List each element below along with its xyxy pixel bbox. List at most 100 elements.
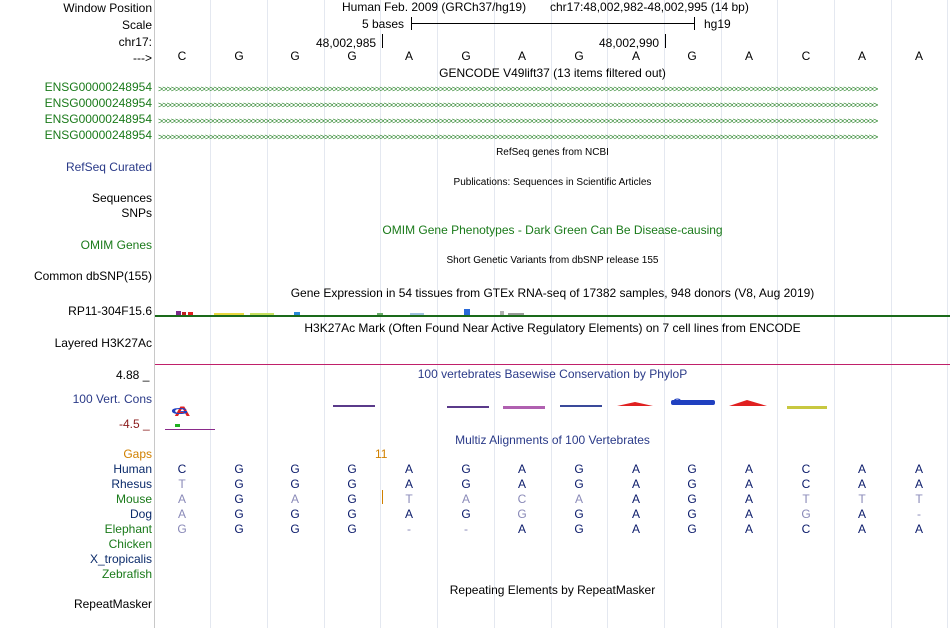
sequences-label[interactable]: Sequences — [91, 191, 152, 205]
gtex-bar[interactable] — [182, 312, 186, 315]
snps-label[interactable]: SNPs — [121, 206, 152, 220]
gencode-gene-label[interactable]: ENSG00000248954 — [44, 128, 152, 142]
alignment-base: G — [687, 462, 697, 476]
logo-letter: A — [174, 403, 190, 419]
base-letter: G — [687, 49, 697, 63]
gencode-gene-label[interactable]: ENSG00000248954 — [44, 96, 152, 110]
species-label[interactable]: Mouse — [115, 492, 152, 506]
h3k27ac-signal[interactable] — [155, 364, 950, 365]
gtex-bar[interactable] — [464, 309, 470, 315]
gtex-bar[interactable] — [508, 313, 524, 315]
gencode-gene-feature[interactable]: >>>>>>>>>>>>>>>>>>>>>>>>>>>>>>>>>>>>>>>>… — [158, 101, 878, 109]
species-label[interactable]: X_tropicalis — [89, 552, 152, 566]
phylop-bar — [560, 405, 602, 407]
alignment-base: T — [802, 492, 810, 506]
gtex-bar[interactable] — [294, 312, 300, 315]
gencode-title[interactable]: GENCODE V49lift37 (13 items filtered out… — [439, 66, 666, 80]
multiz-title[interactable]: Multiz Alignments of 100 Vertebrates — [455, 433, 650, 447]
gencode-gene-feature[interactable]: >>>>>>>>>>>>>>>>>>>>>>>>>>>>>>>>>>>>>>>>… — [158, 85, 878, 93]
phylop-neg-bar — [165, 429, 215, 430]
species-label[interactable]: Rhesus — [111, 477, 152, 491]
repeatmasker-label[interactable]: RepeatMasker — [73, 597, 152, 611]
gtex-title[interactable]: Gene Expression in 54 tissues from GTEx … — [290, 286, 815, 300]
base-letter: G — [234, 49, 244, 63]
gencode-gene-label[interactable]: ENSG00000248954 — [44, 112, 152, 126]
alignment-base: A — [914, 462, 923, 476]
alignment-base: T — [915, 492, 923, 506]
alignment-base: A — [290, 492, 299, 506]
h3k27ac-title[interactable]: H3K27Ac Mark (Often Found Near Active Re… — [304, 321, 801, 335]
species-label[interactable]: Zebrafish — [101, 567, 152, 581]
gtex-gene-label[interactable]: RP11-304F15.6 — [68, 304, 152, 318]
repeatmasker-title[interactable]: Repeating Elements by RepeatMasker — [449, 583, 656, 597]
base-gridline — [777, 0, 778, 628]
phylop-logo[interactable]: A G G — [155, 396, 950, 432]
omim-label[interactable]: OMIM Genes — [80, 238, 152, 252]
base-gridline — [607, 0, 608, 628]
alignment-base: T — [858, 492, 866, 506]
alignment-base: G — [347, 477, 357, 491]
alignment-base: G — [347, 507, 357, 521]
dbsnp-title[interactable]: Short Genetic Variants from dbSNP releas… — [446, 255, 659, 266]
gencode-gene-label[interactable]: ENSG00000248954 — [44, 80, 152, 94]
refseq-label[interactable]: RefSeq Curated — [65, 160, 152, 174]
alignment-base: A — [631, 507, 640, 521]
alignment-base: G — [801, 507, 811, 521]
coord-label-1: 48,002,985 — [316, 36, 377, 50]
gtex-bar[interactable] — [214, 313, 244, 315]
alignment-base: A — [517, 477, 526, 491]
gtex-bar[interactable] — [188, 312, 193, 315]
phylop-title[interactable]: 100 vertebrates Basewise Conservation by… — [417, 367, 688, 381]
alignment-base: A — [517, 462, 526, 476]
base-gridline — [664, 0, 665, 628]
gaps-value: 11 — [375, 447, 388, 461]
h3k27ac-label[interactable]: Layered H3K27Ac — [54, 336, 152, 350]
phylop-label[interactable]: 100 Vert. Cons — [72, 392, 152, 406]
alignment-base: A — [631, 462, 640, 476]
alignment-base: G — [347, 492, 357, 506]
alignment-base: A — [177, 507, 186, 521]
alignment-base: A — [631, 522, 640, 536]
coord-tick-1 — [382, 34, 383, 48]
gtex-bar[interactable] — [176, 311, 181, 315]
alignment-base: G — [687, 477, 697, 491]
base-letter: C — [801, 49, 811, 63]
phylop-min: -4.5 _ — [119, 417, 150, 431]
gencode-gene-feature[interactable]: >>>>>>>>>>>>>>>>>>>>>>>>>>>>>>>>>>>>>>>>… — [158, 117, 878, 125]
alignment-base: A — [857, 522, 866, 536]
alignment-base: T — [178, 477, 186, 491]
alignment-base: A — [517, 522, 526, 536]
gtex-bar[interactable] — [250, 313, 274, 315]
gaps-label: Gaps — [123, 447, 152, 461]
base-gridline — [437, 0, 438, 628]
alignment-base: A — [857, 477, 866, 491]
strand-arrow-label: ---> — [133, 51, 152, 65]
species-label[interactable]: Chicken — [108, 537, 152, 551]
alignment-base: C — [177, 462, 187, 476]
alignment-base: G — [517, 507, 527, 521]
alignment-base: G — [461, 477, 471, 491]
base-letter: G — [574, 49, 584, 63]
species-label[interactable]: Elephant — [104, 522, 152, 536]
alignment-base: C — [517, 492, 527, 506]
logo-letter — [617, 402, 653, 406]
alignment-base: G — [687, 492, 697, 506]
publications-title[interactable]: Publications: Sequences in Scientific Ar… — [453, 177, 652, 188]
base-gridline — [324, 0, 325, 628]
base-letter: C — [177, 49, 187, 63]
base-gridline — [210, 0, 211, 628]
refseq-title[interactable]: RefSeq genes from NCBI — [496, 147, 609, 158]
gtex-bar[interactable] — [377, 313, 383, 315]
coord-label-2: 48,002,990 — [599, 36, 660, 50]
species-label[interactable]: Human — [113, 462, 152, 476]
gtex-bar[interactable] — [410, 313, 424, 315]
omim-title[interactable]: OMIM Gene Phenotypes - Dark Green Can Be… — [382, 223, 723, 237]
position-title: chr17:48,002,982-48,002,995 (14 bp) — [550, 0, 749, 14]
gtex-bar[interactable] — [500, 311, 504, 315]
dbsnp-label[interactable]: Common dbSNP(155) — [33, 269, 152, 283]
alignment-base: G — [574, 462, 584, 476]
alignment-base: - — [464, 522, 468, 536]
gencode-gene-feature[interactable]: >>>>>>>>>>>>>>>>>>>>>>>>>>>>>>>>>>>>>>>>… — [158, 133, 878, 141]
species-label[interactable]: Dog — [129, 507, 152, 521]
phylop-bar — [447, 406, 489, 408]
